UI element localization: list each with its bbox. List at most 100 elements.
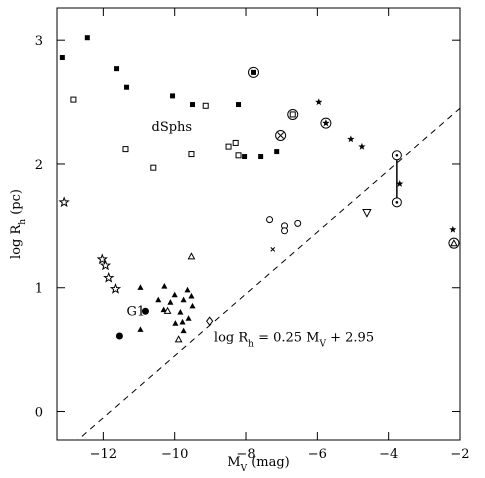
marker-circle (115, 332, 123, 340)
marker-triangle (161, 283, 168, 289)
marker-square (251, 69, 257, 75)
annotation: dSphs (152, 120, 193, 135)
point (96, 253, 108, 265)
subscript: V (318, 339, 326, 349)
marker-x (270, 247, 276, 252)
marker-square (232, 139, 239, 146)
label-part: (mag) (247, 455, 290, 470)
marker-star (109, 283, 122, 294)
label-part: log R (9, 224, 24, 259)
subscript: V (240, 464, 248, 474)
marker-triangle (155, 296, 162, 303)
point (58, 196, 70, 208)
x-axis-label: MV (mag) (227, 455, 290, 474)
point (235, 152, 242, 159)
marker-star (99, 259, 112, 271)
marker-triangle (174, 335, 183, 343)
marker-cross (277, 132, 284, 139)
point (232, 139, 239, 146)
marker-triangle (188, 292, 195, 299)
y-axis-label: log Rh (pc) (9, 189, 28, 259)
point (124, 84, 130, 90)
point (294, 219, 302, 227)
point (177, 309, 184, 315)
point (59, 55, 65, 61)
annotation: log Rh = 0.25 MV + 2.95 (214, 330, 374, 349)
marker-star (396, 179, 404, 187)
annotation: G1 (127, 304, 146, 319)
point (188, 292, 195, 299)
marker-ring (287, 108, 299, 120)
label-part: M (227, 455, 240, 470)
point (171, 291, 178, 298)
point (274, 149, 280, 155)
point (248, 66, 260, 78)
point (236, 102, 242, 108)
marker-square (274, 149, 280, 155)
point (160, 306, 167, 313)
point (170, 93, 176, 99)
point (141, 307, 149, 315)
marker-ring (281, 227, 289, 235)
marker-square (289, 111, 296, 118)
marker-triangle (163, 306, 172, 314)
y-tick-label: 3 (35, 34, 43, 49)
point (70, 96, 77, 103)
point (137, 326, 144, 332)
point (179, 318, 186, 325)
x-tick-label: −2 (450, 447, 469, 462)
point (315, 98, 323, 106)
plot-frame (56, 7, 461, 441)
marker-square (202, 102, 209, 109)
marker-star (58, 196, 70, 208)
point (190, 102, 196, 108)
point (161, 283, 168, 289)
point (391, 197, 402, 208)
point (174, 335, 183, 343)
point (155, 296, 162, 303)
point (184, 286, 191, 293)
marker-dot (395, 154, 399, 157)
point (396, 179, 404, 187)
point (114, 66, 120, 72)
point (275, 129, 287, 141)
point (163, 306, 172, 314)
marker-square (70, 96, 77, 103)
marker-square (150, 164, 157, 171)
marker-square (190, 102, 196, 108)
marker-star (96, 253, 108, 265)
marker-triangle (362, 209, 372, 218)
point (258, 154, 264, 160)
marker-square (84, 35, 90, 41)
marker-square (242, 154, 248, 160)
y-tick-label: 2 (35, 158, 43, 173)
label-part: G1 (127, 304, 146, 319)
point (109, 283, 122, 294)
point (449, 225, 457, 233)
marker-square (114, 66, 120, 72)
marker-triangle (189, 302, 196, 309)
marker-triangle (187, 252, 196, 260)
marker-triangle (171, 291, 178, 298)
point (391, 150, 402, 161)
marker-square (124, 84, 130, 90)
point (225, 143, 232, 150)
point (189, 302, 196, 309)
point (185, 315, 192, 321)
point (358, 142, 366, 150)
marker-triangle (184, 286, 191, 293)
marker-star (315, 98, 323, 106)
marker-square (225, 143, 232, 150)
point (180, 296, 187, 303)
marker-square (188, 151, 195, 158)
point (202, 102, 209, 109)
marker-square (122, 146, 129, 153)
point (320, 117, 332, 129)
point (150, 164, 157, 171)
point (362, 209, 372, 218)
point (122, 146, 129, 153)
label-part: dSphs (152, 120, 193, 135)
marker-square (236, 102, 242, 108)
fit-line (76, 107, 460, 440)
